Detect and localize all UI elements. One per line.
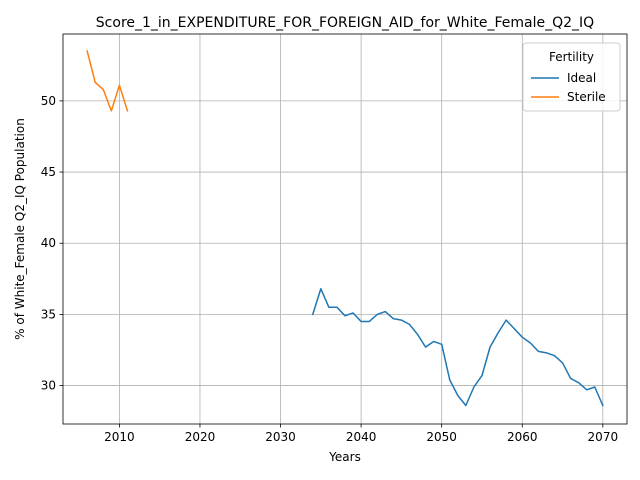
y-tick-label: 30 (41, 379, 56, 393)
x-tick-label: 2010 (104, 430, 135, 444)
y-axis-label: % of White_Female Q2_IQ Population (13, 118, 27, 340)
x-tick-label: 2060 (507, 430, 538, 444)
x-tick-label: 2070 (588, 430, 619, 444)
plot-frame (62, 33, 628, 425)
legend-label-ideal: Ideal (567, 71, 596, 85)
chart-title: Score_1_in_EXPENDITURE_FOR_FOREIGN_AID_f… (96, 15, 594, 31)
grid (63, 34, 627, 424)
x-tick-label: 2050 (426, 430, 457, 444)
x-tick-label: 2020 (185, 430, 216, 444)
x-axis-label: Years (328, 450, 361, 464)
y-tick-label: 40 (41, 236, 56, 250)
series-line-sterile (86, 50, 129, 112)
axis-ticks: 2010 2020 2030 2040 2050 2060 2070 30 35 40 45 50 (41, 94, 618, 444)
legend-title: Fertility (549, 50, 594, 64)
legend-box (522, 42, 621, 112)
legend: Fertility Ideal Sterile (522, 42, 621, 112)
y-tick-label: 45 (41, 165, 56, 179)
y-tick-label: 35 (41, 307, 56, 321)
legend-items: Ideal Sterile (531, 71, 606, 104)
y-tick-label: 50 (41, 94, 56, 108)
x-tick-label: 2040 (346, 430, 377, 444)
series-line-ideal (311, 288, 604, 407)
legend-label-sterile: Sterile (567, 90, 606, 104)
x-tick-label: 2030 (265, 430, 296, 444)
series-lines (86, 50, 604, 407)
